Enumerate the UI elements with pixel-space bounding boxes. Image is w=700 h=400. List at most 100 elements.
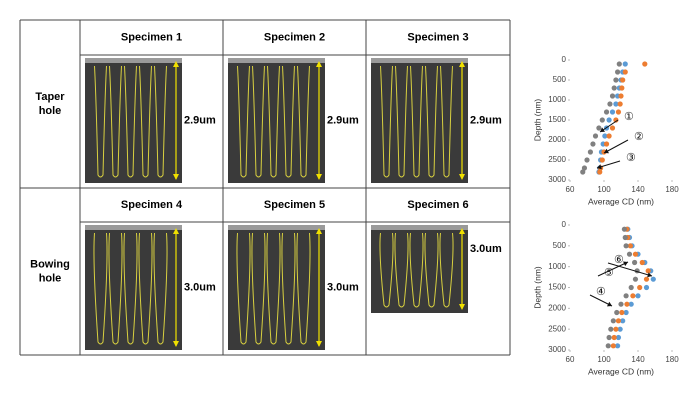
data-point [615,318,622,324]
data-point [611,85,617,91]
sem-surface [371,225,468,230]
hole-outline [424,232,439,308]
data-point [606,133,612,139]
x-tick-label: 100 [597,185,611,194]
row-label: Taper hole [35,91,65,117]
data-point [645,268,651,274]
data-point [628,301,634,307]
y-tick-label: 2500 [548,324,566,333]
hole-outline [94,65,107,178]
hole-outline [380,65,393,178]
sem-image [371,58,468,183]
scale-arrowhead [459,228,465,234]
hole-outline [440,65,453,178]
hole-outline [394,232,409,308]
x-tick-label: 180 [665,185,679,194]
hole-outline [236,232,251,345]
data-point [606,334,612,341]
x-tick-label: 60 [566,355,575,364]
y-axis-label: Depth (nm) [532,266,542,309]
data-point [650,276,656,282]
y-tick-label: 3000 [548,345,566,354]
data-point [613,77,619,83]
hole-outline [267,65,280,178]
data-point [611,334,617,341]
annotation-arrow [607,262,653,277]
annotation-arrowhead [647,272,652,278]
data-point [599,157,605,163]
data-point [603,141,610,147]
data-point [623,293,629,299]
sem-image [228,225,325,350]
data-point [597,169,603,175]
hole-outline [237,65,250,178]
scale-arrowhead [459,304,465,310]
hole-outline [409,232,424,308]
annotation: ④ [596,286,606,298]
scale-arrowhead [316,61,322,67]
annotation: ① [624,111,634,123]
y-tick-label: 3000 [548,175,566,184]
y-tick-label: 1500 [548,283,566,292]
hole-outline [282,65,295,178]
scale-label: 2.9um [184,114,216,126]
scale-arrowhead [173,174,179,180]
data-point [592,133,599,139]
data-point [603,109,610,115]
data-point [618,93,624,99]
x-tick-label: 60 [566,185,575,194]
data-point [596,125,602,131]
scale-arrowhead [316,174,322,180]
data-point [581,165,588,171]
data-point [628,284,634,291]
data-point [622,61,628,67]
data-point [607,101,613,107]
data-point [622,69,628,75]
hole-outline [425,65,438,178]
x-axis-label: Average CD (nm) [588,196,654,206]
hole-outline [109,65,122,178]
data-point [602,133,608,139]
data-point [632,251,639,257]
annotation-arrow [597,261,629,277]
row-label: Bowing hole [30,258,70,284]
hole-outline [379,232,394,308]
annotation-arrowhead [600,127,605,132]
hole-outline [251,232,266,345]
hole-outline [439,232,454,308]
annotation-arrow [603,139,629,154]
y-tick-label: 1000 [548,95,566,104]
data-point [587,149,594,155]
hole-outline [108,232,123,345]
data-point [580,169,586,175]
annotation-arrowhead [597,164,602,170]
sem-image [371,225,468,313]
y-tick-label: 2000 [548,303,566,312]
hole-outline [123,232,138,345]
data-point [584,157,590,163]
data-point [605,343,611,349]
specimen-title: Specimen 1 [121,31,182,43]
sem-surface [228,225,325,230]
hole-outline [281,232,296,345]
data-point [617,326,623,332]
data-point [630,293,636,299]
data-point [620,77,626,83]
y-tick-label: 1000 [548,262,566,271]
sem-surface [371,58,468,63]
x-tick-label: 140 [631,355,645,364]
data-point [590,141,596,147]
scale-label: 3.0um [184,281,216,293]
data-point [619,85,625,91]
scale-label: 2.9um [470,114,502,126]
data-point [635,293,641,299]
data-point [637,284,643,291]
sem-image [85,58,182,183]
scale-label: 3.0um [327,281,359,293]
data-point [601,149,607,155]
data-point [617,101,623,107]
scale-arrowhead [459,61,465,67]
data-point [610,318,616,324]
